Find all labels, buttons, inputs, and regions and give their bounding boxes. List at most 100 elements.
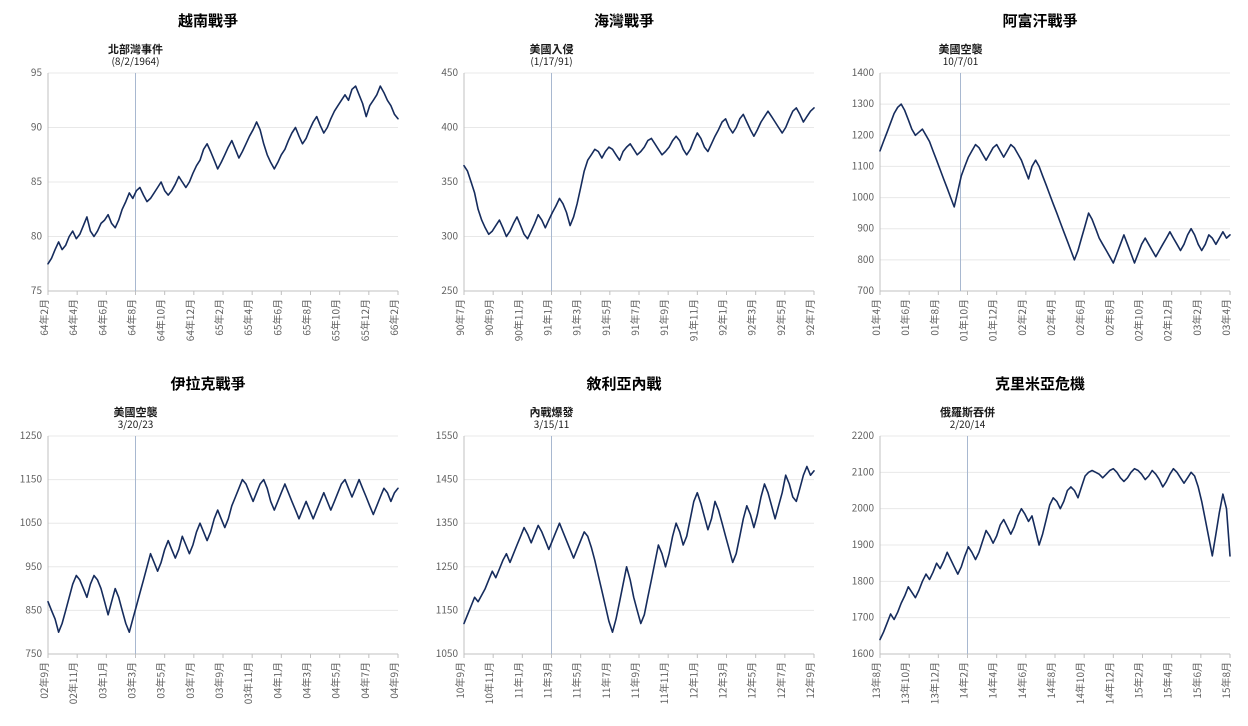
x-tick-label: 02年9月 [36, 662, 51, 699]
x-tick-label: 13年12月 [926, 662, 941, 704]
y-tick-label: 750 [25, 645, 42, 660]
chart-svg: 160017001800190020002100220013年8月13年10月1… [842, 396, 1238, 726]
y-tick-label: 300 [441, 228, 458, 243]
x-tick-label: 01年10月 [956, 299, 971, 341]
x-tick-label: 03年11月 [240, 662, 255, 704]
x-tick-label: 65年4月 [240, 299, 255, 336]
y-tick-label: 1050 [20, 514, 43, 529]
x-tick-label: 65年8月 [299, 299, 314, 336]
x-tick-label: 03年4月 [1218, 299, 1233, 336]
x-tick-label: 91年5月 [598, 299, 613, 336]
x-tick-label: 01年12月 [985, 299, 1000, 341]
x-tick-label: 14年6月 [1014, 662, 1029, 699]
chart-title: 阿富汗戰爭 [842, 10, 1238, 31]
chart-area: 758085909564年2月64年4月64年6月64年8月64年10月64年1… [10, 33, 406, 363]
x-tick-label: 03年2月 [1189, 299, 1204, 336]
y-tick-label: 1200 [852, 126, 875, 141]
x-tick-label: 01年4月 [868, 299, 883, 336]
event-date: 2/20/14 [950, 416, 986, 431]
x-tick-label: 02年10月 [1131, 299, 1146, 341]
x-tick-label: 02年8月 [1101, 299, 1116, 336]
x-tick-label: 02年4月 [1043, 299, 1058, 336]
x-tick-label: 13年8月 [868, 662, 883, 699]
x-tick-label: 92年7月 [802, 299, 817, 336]
x-tick-label: 12年7月 [773, 662, 788, 699]
x-tick-label: 65年12月 [357, 299, 372, 341]
y-tick-label: 250 [441, 282, 458, 297]
chart-title: 海灣戰爭 [426, 10, 822, 31]
y-tick-label: 1250 [436, 558, 459, 573]
x-tick-label: 92年1月 [715, 299, 730, 336]
x-tick-label: 03年3月 [124, 662, 139, 699]
event-date: (8/2/1964) [112, 53, 160, 68]
x-tick-label: 91年1月 [540, 299, 555, 336]
price-series-line [48, 480, 398, 633]
y-tick-label: 950 [25, 558, 42, 573]
y-tick-label: 1600 [852, 645, 875, 660]
x-tick-label: 64年8月 [124, 299, 139, 336]
x-tick-label: 04年1月 [269, 662, 284, 699]
event-date: 3/15/11 [534, 416, 570, 431]
y-tick-label: 80 [31, 228, 43, 243]
price-series-line [464, 467, 814, 633]
x-tick-label: 11年11月 [656, 662, 671, 704]
y-tick-label: 850 [25, 601, 42, 616]
x-tick-label: 01年6月 [897, 299, 912, 336]
y-tick-label: 1700 [852, 609, 875, 624]
y-tick-label: 800 [857, 251, 874, 266]
x-tick-label: 64年6月 [94, 299, 109, 336]
y-tick-label: 900 [857, 220, 874, 235]
x-tick-label: 13年10月 [897, 662, 912, 704]
y-tick-label: 700 [857, 282, 874, 297]
x-tick-label: 04年5月 [328, 662, 343, 699]
event-date: 10/7/01 [943, 53, 979, 68]
y-tick-label: 1400 [852, 64, 875, 79]
x-tick-label: 92年5月 [773, 299, 788, 336]
x-tick-label: 14年12月 [1101, 662, 1116, 704]
x-tick-label: 04年3月 [299, 662, 314, 699]
x-tick-label: 66年2月 [386, 299, 401, 336]
y-tick-label: 1250 [20, 427, 43, 442]
x-tick-label: 04年7月 [357, 662, 372, 699]
x-tick-label: 02年11月 [65, 662, 80, 704]
event-date: 3/20/23 [118, 416, 154, 431]
x-tick-label: 12年5月 [744, 662, 759, 699]
x-tick-label: 12年1月 [685, 662, 700, 699]
x-tick-label: 65年2月 [211, 299, 226, 336]
y-tick-label: 1150 [436, 601, 459, 616]
x-tick-label: 64年10月 [153, 299, 168, 341]
x-tick-label: 11年1月 [510, 662, 525, 699]
chart-area: 7008009001000110012001300140001年4月01年6月0… [842, 33, 1238, 363]
chart-area: 160017001800190020002100220013年8月13年10月1… [842, 396, 1238, 726]
y-tick-label: 1000 [852, 189, 875, 204]
x-tick-label: 15年8月 [1218, 662, 1233, 699]
chart-panel-vietnam: 越南戰爭758085909564年2月64年4月64年6月64年8月64年10月… [10, 10, 406, 363]
chart-panel-syria: 敘利亞內戰10501150125013501450155010年9月10年11月… [426, 373, 822, 726]
x-tick-label: 64年12月 [182, 299, 197, 341]
x-tick-label: 90年11月 [510, 299, 525, 341]
x-tick-label: 03年5月 [153, 662, 168, 699]
chart-area: 10501150125013501450155010年9月10年11月11年1月… [426, 396, 822, 726]
y-tick-label: 2000 [852, 500, 875, 515]
x-tick-label: 11年5月 [569, 662, 584, 699]
x-tick-label: 12年9月 [802, 662, 817, 699]
y-tick-label: 95 [31, 64, 43, 79]
chart-panel-crimea: 克里米亞危機160017001800190020002100220013年8月1… [842, 373, 1238, 726]
x-tick-label: 15年2月 [1131, 662, 1146, 699]
x-tick-label: 64年4月 [65, 299, 80, 336]
x-tick-label: 90年9月 [481, 299, 496, 336]
y-tick-label: 1050 [436, 645, 459, 660]
x-tick-label: 14年8月 [1043, 662, 1058, 699]
price-series-line [48, 86, 398, 264]
event-date: (1/17/91) [530, 53, 572, 68]
chart-title: 敘利亞內戰 [426, 373, 822, 394]
x-tick-label: 03年7月 [182, 662, 197, 699]
x-tick-label: 02年6月 [1072, 299, 1087, 336]
x-tick-label: 03年1月 [94, 662, 109, 699]
x-tick-label: 02年2月 [1014, 299, 1029, 336]
y-tick-label: 1350 [436, 514, 459, 529]
x-tick-label: 03年9月 [211, 662, 226, 699]
y-tick-label: 2200 [852, 427, 875, 442]
x-tick-label: 90年7月 [452, 299, 467, 336]
x-tick-label: 01年8月 [926, 299, 941, 336]
